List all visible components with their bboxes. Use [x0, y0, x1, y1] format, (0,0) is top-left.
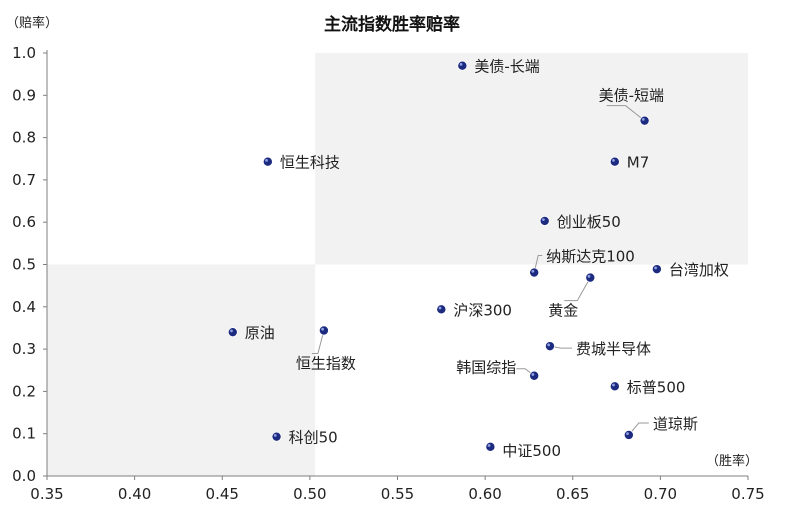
point-label: 沪深300	[453, 301, 512, 319]
y-tick-label: 0.2	[12, 382, 36, 400]
y-tick-label: 0.1	[12, 425, 36, 443]
y-tick-label: 0.3	[12, 340, 36, 358]
data-point	[485, 441, 496, 452]
data-point	[585, 272, 596, 283]
point-label: 美债-长端	[474, 58, 539, 76]
data-point	[436, 304, 447, 315]
point-label: 创业板50	[557, 213, 621, 231]
data-point-highlight	[487, 444, 491, 447]
data-point-highlight	[587, 274, 591, 278]
leader-line	[628, 422, 649, 436]
point-label: 标普500	[627, 378, 686, 396]
x-tick-label: 0.70	[644, 485, 677, 503]
y-tick-label: 0.5	[12, 256, 36, 274]
point-label: 黄金	[548, 302, 578, 320]
data-point-highlight	[459, 62, 463, 66]
shaded-region-2	[47, 264, 316, 476]
data-point-highlight	[321, 327, 324, 331]
data-point-highlight	[273, 433, 277, 437]
data-point	[539, 215, 550, 226]
point-label: 美债-短端	[599, 87, 664, 105]
x-tick-label: 0.65	[556, 485, 589, 503]
x-tick-label: 0.40	[118, 485, 151, 503]
data-point-highlight	[612, 383, 615, 387]
data-point-highlight	[531, 373, 535, 376]
x-tick-label: 0.35	[30, 485, 63, 503]
data-point	[609, 381, 620, 392]
data-point-highlight	[654, 266, 657, 270]
data-point-highlight	[641, 117, 645, 121]
data-point-highlight	[547, 343, 551, 347]
leader-line	[564, 277, 591, 302]
axes: 0.35 0.40 0.45 0.50 0.55 0.60 0.65 0.70 0.75 0.0 0…	[12, 44, 765, 503]
y-tick-label: 0.8	[12, 129, 36, 147]
point-label: 台湾加权	[669, 261, 729, 279]
point-label: 费城半导体	[576, 340, 651, 358]
data-point	[318, 325, 329, 336]
x-axis-unit: （胜率）	[706, 453, 758, 469]
point-label: 恒生科技	[280, 154, 340, 172]
data-point-highlight	[542, 218, 545, 222]
data-point	[544, 341, 555, 352]
shaded-region-1	[315, 53, 748, 265]
x-tick-label: 0.45	[206, 485, 239, 503]
y-tick-label: 0.0	[12, 467, 36, 485]
point-label: 韩国综指	[456, 359, 516, 377]
leader-line	[606, 105, 645, 122]
data-point-highlight	[626, 432, 629, 436]
y-tick-label: 0.6	[12, 213, 36, 231]
point-label: 纳斯达克100	[546, 248, 635, 266]
point-label: 恒生指数	[296, 354, 356, 372]
x-tick-label: 0.55	[381, 485, 414, 503]
x-tick-label: 0.50	[293, 485, 326, 503]
data-point-highlight	[230, 329, 233, 333]
data-point-highlight	[438, 306, 442, 310]
point-label: 道琼斯	[653, 415, 698, 433]
x-tick-label: 0.60	[468, 485, 501, 503]
point-label: 科创50	[289, 429, 338, 447]
data-point	[529, 370, 540, 381]
data-point-highlight	[265, 159, 268, 162]
y-axis-unit: （赔率）	[6, 15, 58, 31]
y-tick-label: 0.9	[12, 86, 36, 104]
data-point	[271, 431, 282, 442]
data-point	[623, 429, 634, 440]
data-point	[529, 267, 540, 278]
chart-title: 主流指数胜率赔率	[324, 14, 460, 35]
data-point	[639, 115, 650, 126]
data-point	[651, 264, 662, 275]
data-point	[227, 327, 238, 338]
data-point	[262, 156, 273, 167]
shaded-regions	[47, 53, 748, 476]
data-point	[609, 156, 620, 167]
data-point-highlight	[531, 269, 535, 273]
point-label: 中证500	[502, 442, 561, 460]
x-tick-label: 0.75	[731, 485, 764, 503]
leader-line	[311, 330, 325, 354]
point-label: M7	[627, 154, 650, 172]
y-tick-label: 0.7	[12, 171, 36, 189]
data-point-highlight	[612, 159, 615, 162]
y-tick-label: 1.0	[12, 44, 36, 62]
data-point	[457, 60, 468, 71]
y-tick-label: 0.4	[12, 298, 36, 316]
point-label: 原油	[245, 324, 275, 342]
data-points	[227, 60, 662, 452]
leader-line	[533, 255, 543, 273]
